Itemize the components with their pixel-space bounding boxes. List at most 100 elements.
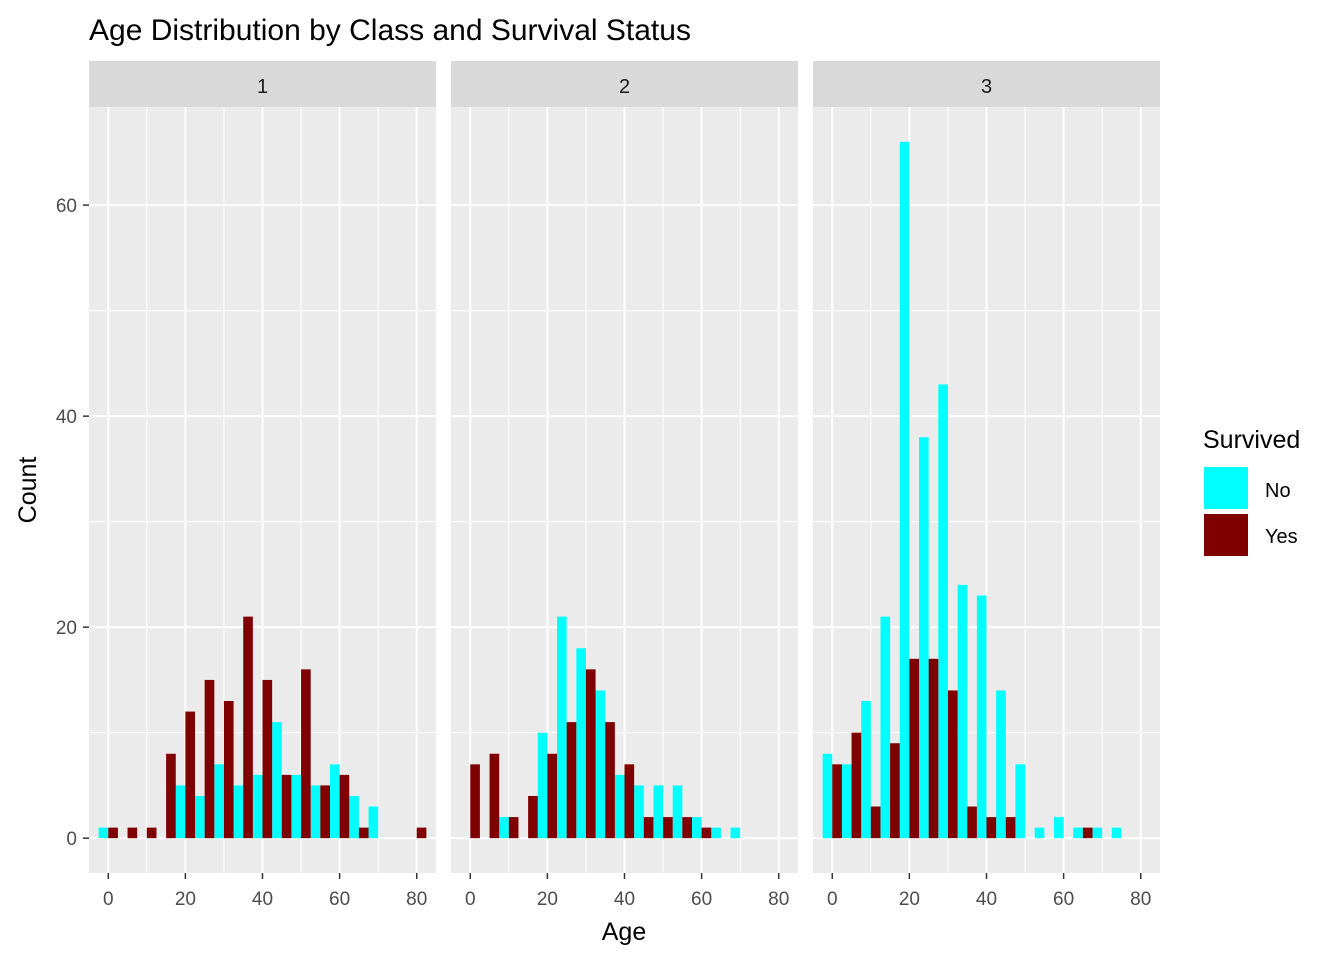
bar-yes [166, 753, 176, 839]
facet-strip-label: 1 [257, 76, 268, 98]
bar-no [614, 774, 625, 839]
bar-no [919, 437, 929, 839]
bar-no [730, 827, 741, 839]
bar-no [976, 595, 987, 839]
bar-yes [967, 806, 977, 839]
x-tick-label: 40 [252, 889, 273, 910]
bar-yes [489, 753, 500, 839]
bar-no [291, 774, 302, 839]
legend: Survived No Yes [1203, 426, 1300, 556]
legend-title: Survived [1203, 426, 1300, 454]
bar-yes [127, 827, 138, 839]
x-tick-label: 20 [537, 889, 558, 910]
bar-yes [701, 827, 712, 839]
bar-no [329, 764, 340, 839]
bar-yes [986, 817, 997, 839]
bar-yes [508, 817, 519, 839]
y-tick-label: 60 [56, 196, 77, 217]
bar-no [938, 384, 948, 839]
bar-yes [643, 817, 654, 839]
bar-yes [470, 764, 480, 839]
bar-no [252, 774, 263, 839]
facet-strip [451, 61, 798, 107]
y-tick-label: 20 [56, 618, 77, 639]
bar-no [175, 785, 186, 839]
bar-yes [358, 827, 369, 839]
bar-yes [663, 817, 673, 839]
bar-yes [301, 669, 311, 839]
x-axis-title: Age [602, 918, 646, 946]
bar-yes [262, 679, 273, 839]
bar-yes [416, 827, 427, 839]
x-tick-label: 80 [406, 889, 427, 910]
bar-no [576, 648, 586, 839]
bar-no [195, 795, 205, 839]
facet-panel-1: 1 0 20 40 60 80 0 20 40 60 [56, 61, 436, 910]
x-tick-label: 40 [976, 889, 997, 910]
bar-no [349, 795, 359, 839]
bar-yes [108, 827, 118, 839]
bar-no [557, 616, 567, 839]
bar-yes [909, 658, 920, 839]
legend-key-no [1204, 467, 1248, 509]
bar-yes [928, 658, 939, 839]
bar-yes [947, 690, 958, 839]
bar-yes [870, 806, 881, 839]
bar-no [1053, 817, 1064, 839]
bar-no [880, 616, 891, 839]
bar-no [272, 722, 282, 839]
x-tick-label: 0 [465, 889, 476, 910]
x-tick-label: 80 [768, 889, 789, 910]
facet-strip [89, 61, 436, 107]
bar-no [653, 785, 664, 839]
bar-yes [851, 732, 862, 839]
bar-yes [243, 616, 253, 839]
bar-yes [566, 722, 577, 839]
bar-no [899, 141, 910, 839]
bar-no [368, 806, 379, 839]
bar-yes [682, 817, 692, 839]
bar-yes [339, 774, 350, 839]
bar-yes [624, 764, 635, 839]
facet-strip-label: 3 [981, 76, 992, 98]
bar-no [841, 764, 852, 839]
facet-panel-2: 20 20 40 60 80 [451, 61, 798, 910]
y-tick-label: 40 [56, 407, 77, 428]
facet-strip-label: 2 [619, 76, 630, 98]
bar-no [310, 785, 321, 839]
x-tick-label: 20 [175, 889, 196, 910]
bar-yes [204, 679, 215, 839]
x-tick-label: 0 [827, 889, 838, 910]
bar-yes [832, 764, 842, 839]
bar-no [1073, 827, 1083, 839]
x-tick-label: 0 [103, 889, 114, 910]
y-axis-title: Count [14, 457, 42, 524]
bar-no [98, 827, 109, 839]
legend-label-yes: Yes [1265, 526, 1298, 548]
bar-no [996, 690, 1006, 839]
bar-yes [146, 827, 157, 839]
bar-no [214, 764, 224, 839]
bar-no [1034, 827, 1045, 839]
x-tick-label: 60 [1053, 889, 1074, 910]
bar-no [691, 817, 702, 839]
bar-yes [281, 774, 292, 839]
x-tick-label: 60 [691, 889, 712, 910]
x-tick-label: 20 [899, 889, 920, 910]
y-tick-label: 0 [66, 829, 77, 850]
bar-yes [223, 701, 234, 839]
bar-no [634, 785, 644, 839]
chart-title: Age Distribution by Class and Survival S… [89, 14, 691, 47]
bar-no [957, 584, 968, 839]
facet-strip [813, 61, 1160, 107]
bar-yes [547, 753, 558, 839]
bar-no [595, 690, 606, 839]
facet-panel-3: 3 0 20 40 60 80 [813, 61, 1160, 910]
bar-no [1111, 827, 1122, 839]
bar-no [537, 732, 548, 839]
bar-no [672, 785, 683, 839]
bar-yes [890, 743, 900, 839]
legend-key-yes [1204, 514, 1248, 556]
bar-yes [1005, 817, 1016, 839]
